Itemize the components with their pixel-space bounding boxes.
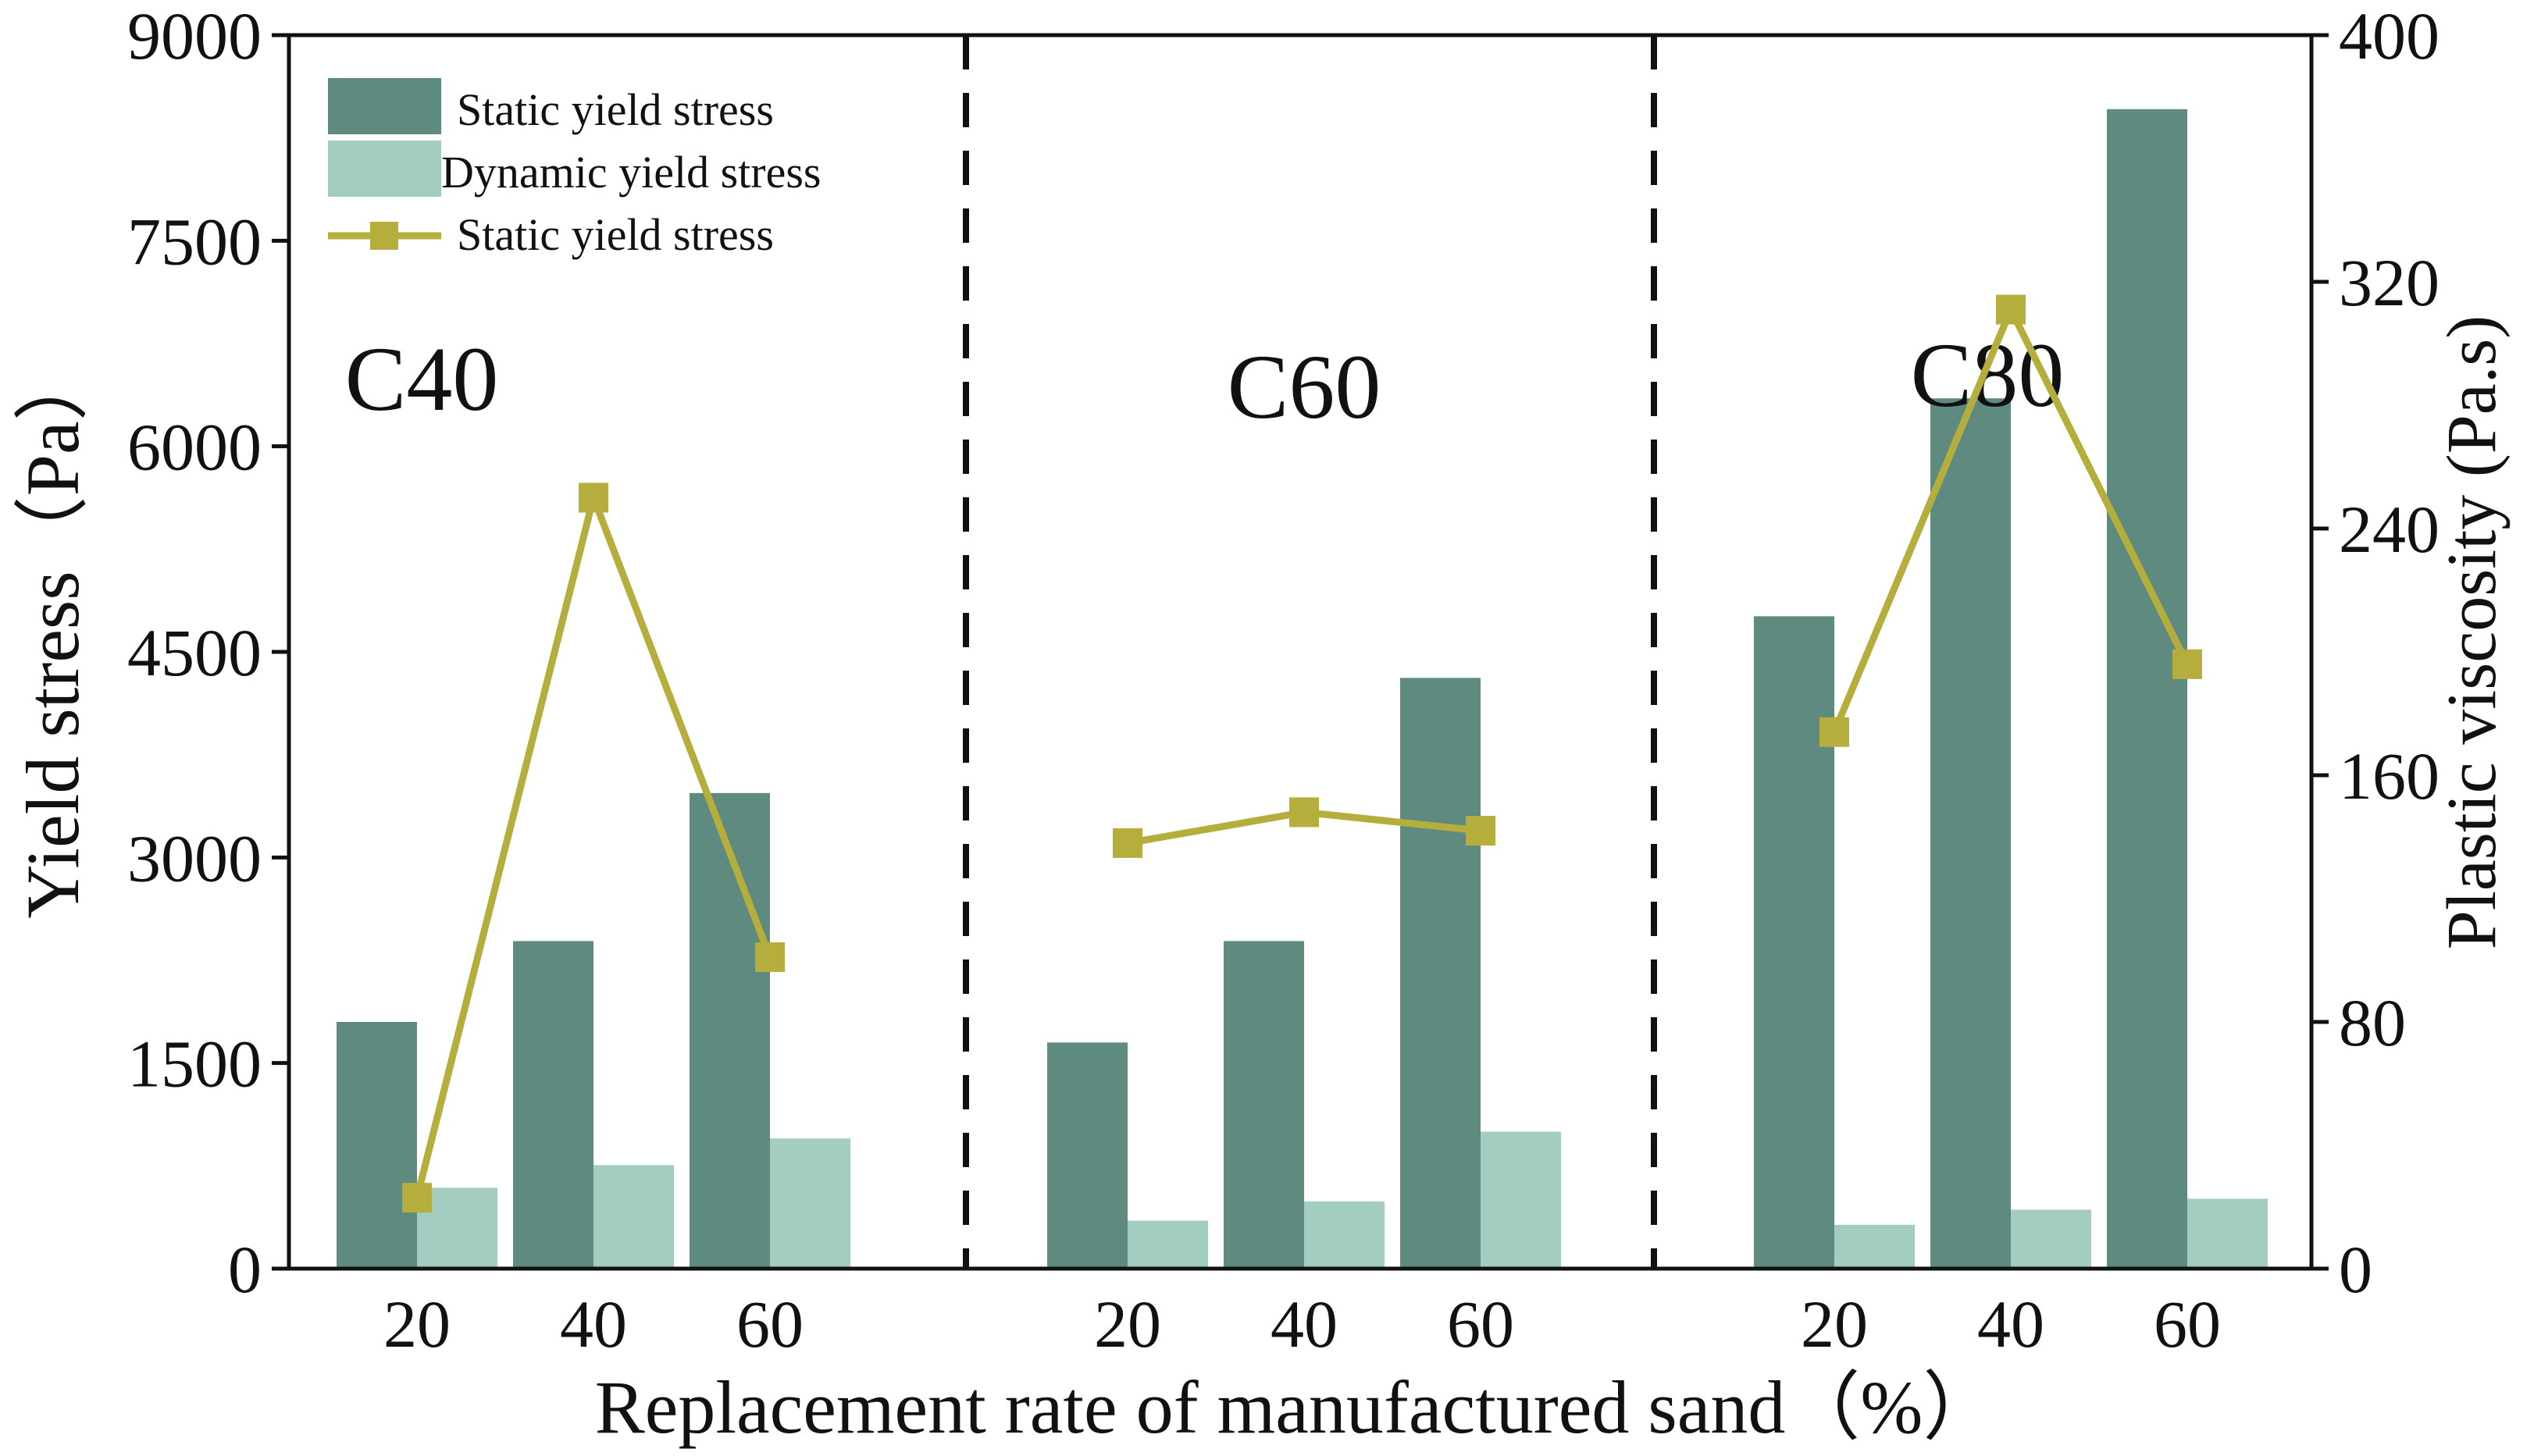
y-tick-label: 4500 [127,615,262,690]
static-yield-bar [1224,941,1304,1269]
viscosity-point [2172,649,2202,679]
dynamic-yield-bar [1834,1224,1915,1269]
y2-tick-label: 160 [2339,739,2440,813]
y2-tick-label: 240 [2339,492,2440,567]
dynamic-yield-bar [1128,1220,1208,1269]
viscosity-point [755,942,785,973]
x-tick-label: 20 [1801,1287,1868,1362]
x-tick-label: 20 [383,1287,451,1362]
x-tick-label: 40 [560,1287,627,1362]
static-yield-bar [337,1022,417,1269]
viscosity-point [1996,294,2026,325]
group-label: C40 [345,328,499,430]
y2-tick-label: 320 [2339,245,2440,320]
y2-tick-label: 0 [2339,1232,2372,1307]
viscosity-point [1466,816,1495,846]
group-label: C80 [1911,324,2065,426]
y2-axis-label: Plastic viscosity (Pa.s) [2433,315,2511,949]
y-tick-label: 3000 [127,821,262,895]
static-yield-bar [690,792,770,1269]
static-yield-bar [2107,109,2187,1269]
y-tick-label: 0 [228,1232,262,1307]
static-yield-bar [1754,616,1834,1269]
dynamic-yield-bar [1304,1201,1385,1269]
y2-tick-label: 80 [2339,985,2406,1060]
legend-label: Static yield stress [457,209,774,260]
legend-marker-swatch [370,222,398,250]
dynamic-yield-bar [593,1165,674,1269]
y-tick-label: 6000 [127,410,262,485]
legend-label: Static yield stress [457,84,774,135]
x-tick-label: 40 [1977,1287,2044,1362]
y-axis-label: Yield stress（Pa） [11,346,94,918]
static-yield-bar [1400,678,1481,1269]
legend-swatch-static [328,78,441,134]
axes: 0 1500 3000 4500 6000 7500 9000 0 80 160 240 320 400… [127,0,2440,1362]
static-yield-bar [1930,398,2011,1269]
x-tick-label: 60 [1447,1287,1514,1362]
group-label: C60 [1228,336,1381,438]
legend-swatch-dynamic [328,141,441,197]
y-tick-label: 7500 [127,204,262,279]
x-axis-label: Replacement rate of manufactured sand（%） [595,1365,1998,1449]
y-tick-label: 1500 [127,1027,262,1102]
x-tick-label: 60 [2154,1287,2221,1362]
x-tick-label: 40 [1271,1287,1338,1362]
dynamic-yield-bar [2011,1209,2091,1269]
legend: Static yield stress Dynamic yield stress S… [328,78,821,260]
y-tick-label: 9000 [127,0,262,73]
viscosity-point [1289,797,1319,828]
dynamic-yield-bar [2187,1198,2268,1269]
y2-tick-label: 400 [2339,0,2440,73]
x-tick-label: 20 [1094,1287,1161,1362]
viscosity-point [1113,828,1142,858]
dynamic-yield-bar [770,1138,850,1269]
static-yield-bar [513,941,593,1269]
legend-label: Dynamic yield stress [441,147,821,198]
x-tick-label: 60 [736,1287,804,1362]
static-yield-bar [1047,1042,1128,1269]
viscosity-point [402,1183,432,1213]
viscosity-point [579,482,608,513]
plot-area: C40 C60 C80 [337,35,2268,1269]
dynamic-yield-bar [1481,1131,1561,1269]
viscosity-point [1819,717,1849,747]
